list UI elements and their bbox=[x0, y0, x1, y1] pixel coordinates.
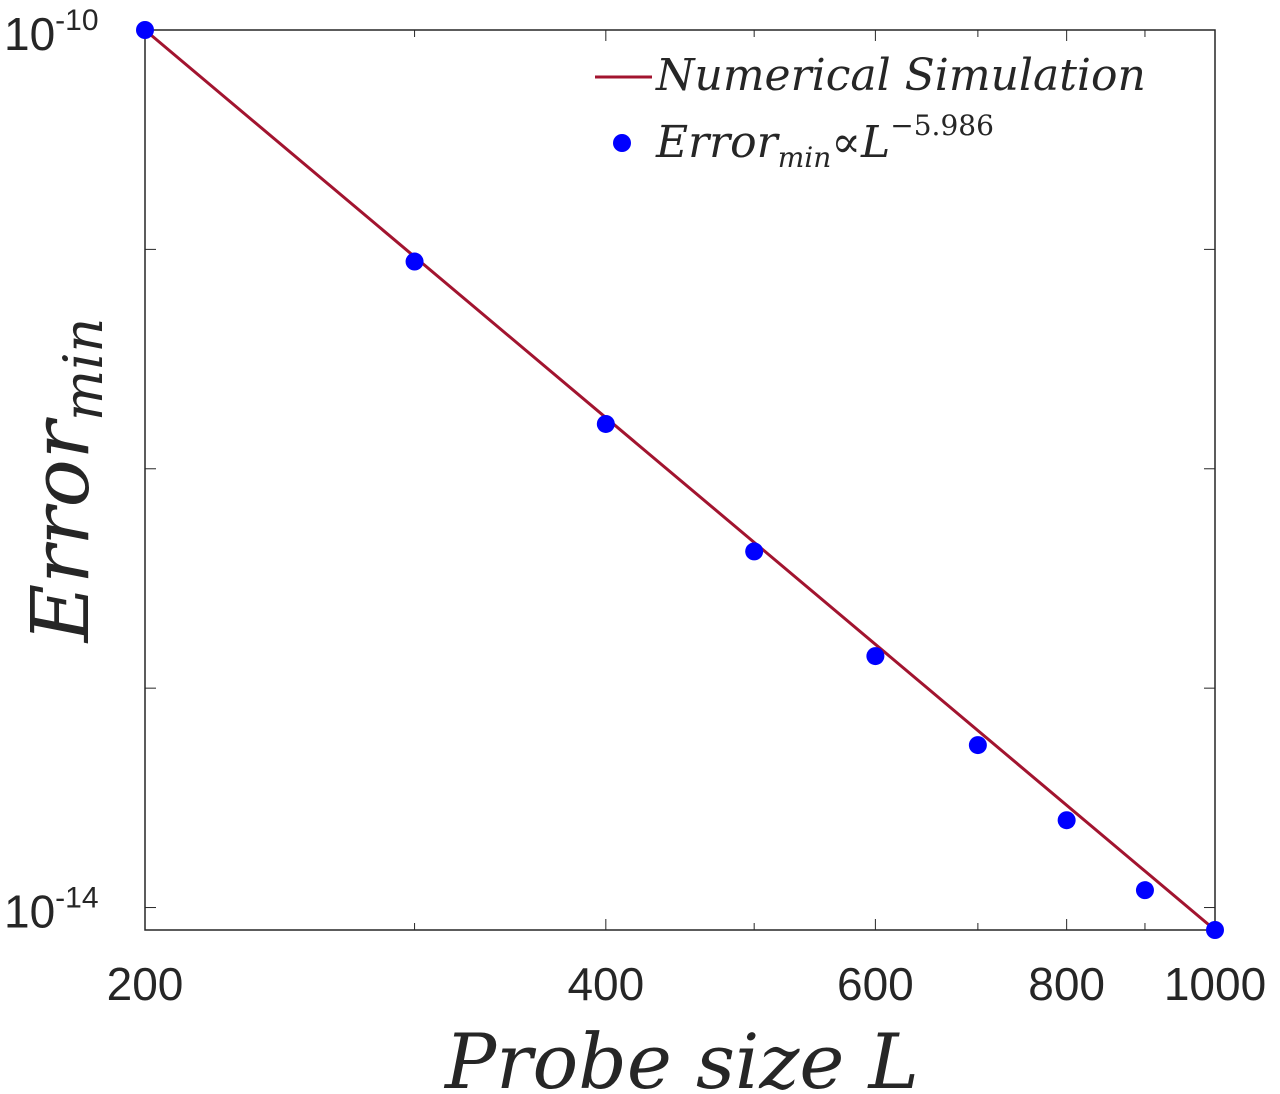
y-axis-label-main: Error bbox=[14, 416, 107, 644]
x-tick-labels: 200 400 600 800 1000 bbox=[107, 958, 1267, 1010]
y-axis-label: Errormin bbox=[14, 318, 115, 645]
x-axis-label: Probe size L bbox=[443, 1017, 919, 1094]
y-tick-label-base: 10 bbox=[4, 8, 55, 60]
legend-marker-label: Errormin∝L−5.986 bbox=[655, 109, 994, 174]
data-point bbox=[596, 414, 615, 433]
legend-marker-main: Error bbox=[655, 117, 781, 168]
data-point bbox=[866, 647, 885, 666]
legend-marker-swatch bbox=[613, 134, 631, 152]
svg-text:Errormin: Errormin bbox=[14, 318, 115, 645]
series-layer bbox=[136, 21, 1224, 939]
data-point bbox=[136, 21, 154, 39]
data-point bbox=[1057, 811, 1076, 830]
legend-line-label: Numerical Simulation bbox=[655, 50, 1146, 101]
series-line bbox=[144, 28, 1216, 932]
x-tick-label: 200 bbox=[107, 958, 184, 1010]
y-tick-label-exp: -14 bbox=[55, 882, 98, 915]
x-tick-label: 800 bbox=[1028, 958, 1105, 1010]
x-tick-label: 1000 bbox=[1164, 958, 1266, 1010]
data-point bbox=[405, 252, 424, 271]
y-tick-label-exp: -10 bbox=[55, 4, 98, 37]
legend: Numerical Simulation Errormin∝L−5.986 bbox=[595, 50, 1146, 174]
y-tick-label: 10-10 bbox=[4, 4, 99, 60]
legend-marker-exp: −5.986 bbox=[890, 109, 994, 142]
x-tick-label: 600 bbox=[837, 958, 914, 1010]
y-axis-label-sub: min bbox=[52, 318, 115, 421]
data-point bbox=[1206, 921, 1224, 939]
data-point bbox=[968, 736, 987, 755]
y-tick-label-base: 10 bbox=[4, 886, 55, 938]
legend-marker-sub: min bbox=[778, 141, 832, 174]
data-point bbox=[1135, 881, 1154, 900]
minor-ticks bbox=[414, 30, 1146, 930]
legend-marker-rel: ∝L bbox=[831, 117, 890, 168]
x-tick-label: 400 bbox=[567, 958, 644, 1010]
plot-frame bbox=[144, 29, 1216, 931]
data-point bbox=[745, 542, 764, 561]
y-tick-label: 10-14 bbox=[4, 882, 99, 938]
